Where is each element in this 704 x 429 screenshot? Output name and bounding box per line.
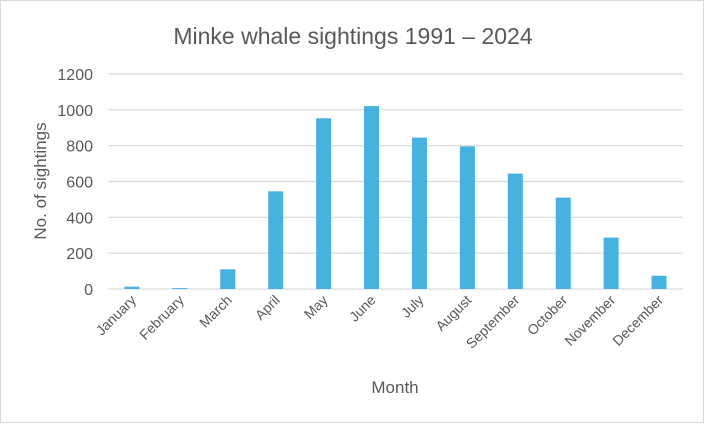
bar-march <box>220 269 236 289</box>
x-tick-label: April <box>252 292 283 323</box>
y-tick-label: 400 <box>66 210 93 227</box>
x-tick-label: December <box>609 292 666 349</box>
x-tick-label: March <box>196 292 235 331</box>
x-tick-label: February <box>136 292 187 343</box>
y-tick-label: 1200 <box>57 67 93 84</box>
x-tick-label: January <box>93 292 140 339</box>
y-axis-label: No. of sightings <box>31 122 50 239</box>
bar-january <box>124 286 140 289</box>
bar-february <box>172 288 188 289</box>
bar-july <box>411 137 427 289</box>
bar-august <box>459 146 475 289</box>
y-tick-label: 600 <box>66 175 93 192</box>
x-tick-label: May <box>301 292 331 322</box>
x-tick-label: June <box>346 292 379 325</box>
bar-november <box>603 237 619 289</box>
y-tick-label: 800 <box>66 139 93 156</box>
bar-october <box>555 197 571 289</box>
bar-september <box>507 173 523 289</box>
y-tick-label: 1000 <box>57 103 93 120</box>
x-tick-label: October <box>524 292 571 339</box>
bar-december <box>651 275 667 289</box>
x-axis-label: Month <box>371 378 418 397</box>
bar-june <box>364 106 380 289</box>
y-tick-label: 200 <box>66 246 93 263</box>
y-tick-label: 0 <box>84 282 93 299</box>
x-tick-label: November <box>561 292 618 349</box>
bar-may <box>316 118 332 289</box>
chart-title: Minke whale sightings 1991 – 2024 <box>173 23 533 49</box>
x-tick-label: July <box>398 292 427 321</box>
x-tick-label: August <box>432 292 474 334</box>
bar-april <box>268 191 284 289</box>
